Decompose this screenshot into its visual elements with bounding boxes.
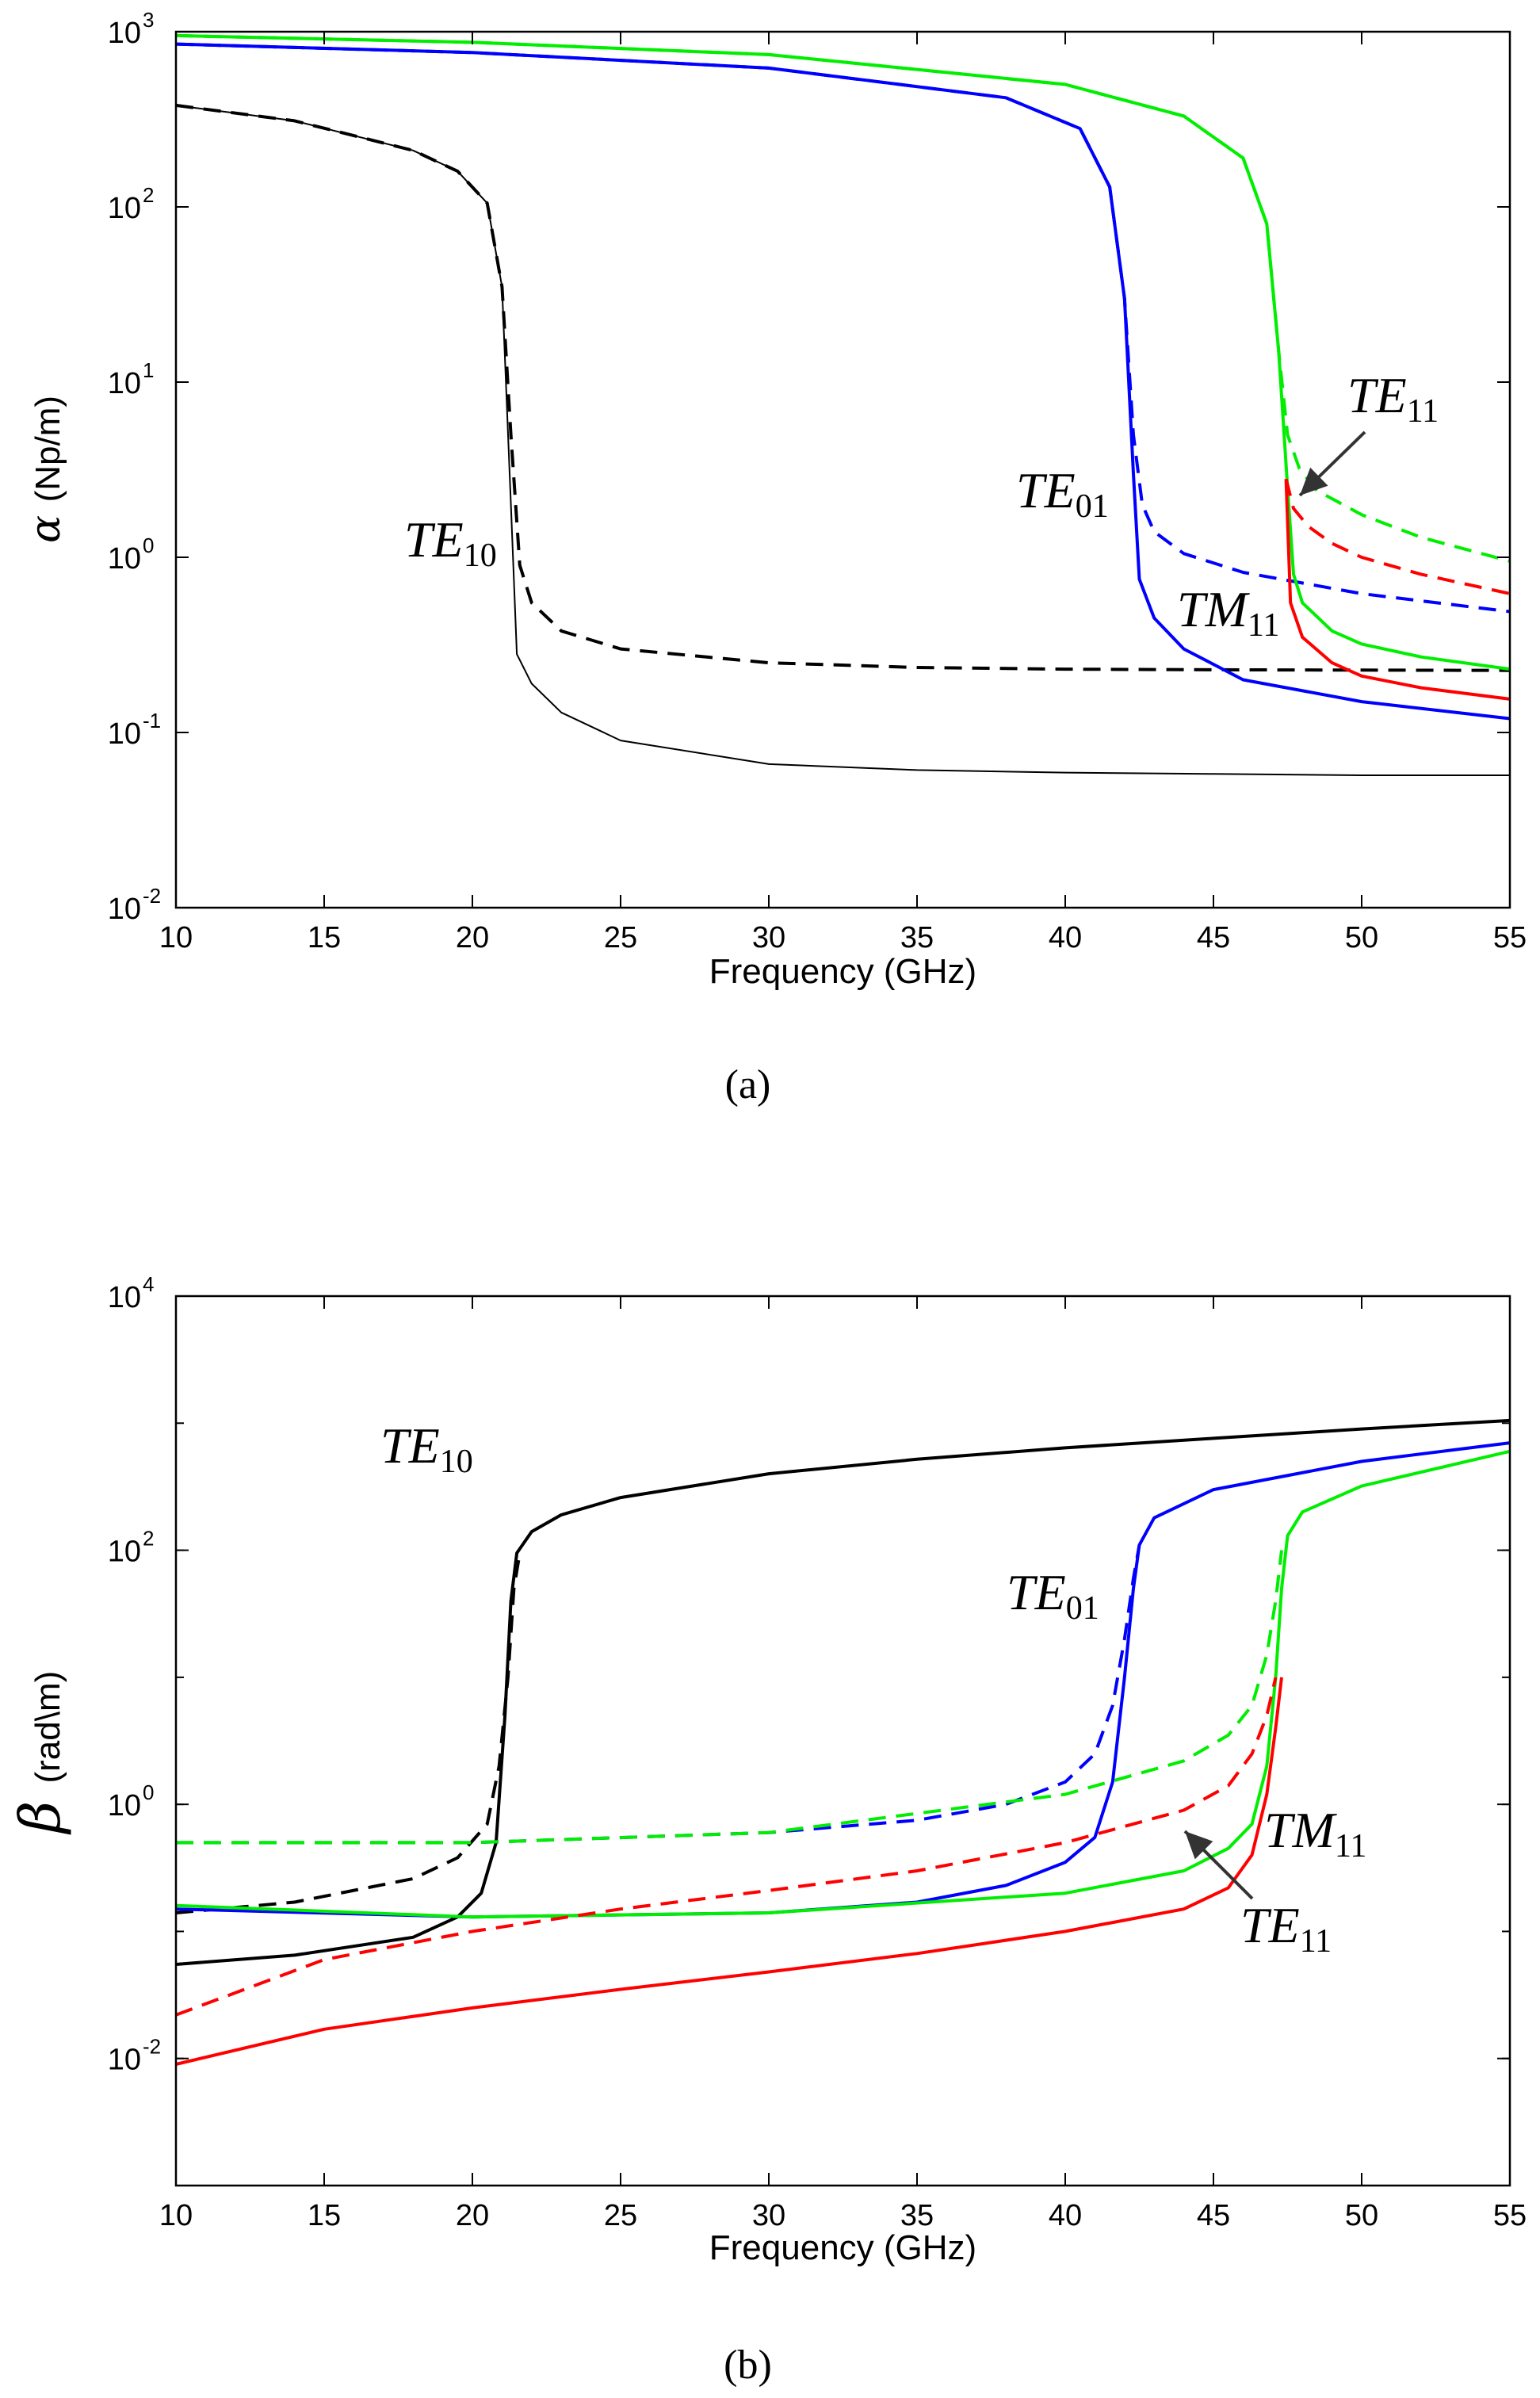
mode-annotation-te11: TE11 <box>1347 367 1439 430</box>
mode-annotation-te01: TE01 <box>1016 462 1109 525</box>
y-tick-label: 10 <box>108 367 141 400</box>
y-tick-label: 10 <box>108 1789 141 1822</box>
y-axis-label: α (Np/m) <box>22 396 70 543</box>
x-tick-label: 30 <box>752 2199 785 2232</box>
mode-annotation-main: TM <box>1264 1802 1338 1858</box>
x-tick-label: 35 <box>900 2199 934 2232</box>
x-tick-label: 45 <box>1197 921 1230 954</box>
series-line-b-5 <box>176 1550 1283 1845</box>
x-tick-label: 55 <box>1493 2199 1527 2232</box>
series-line-b-0 <box>175 1418 1511 1966</box>
mode-annotation-tm11: TM11 <box>1177 581 1279 644</box>
y-axis-symbol: α <box>22 502 70 543</box>
x-tick-label: 20 <box>456 2199 489 2232</box>
series-line-b-6 <box>175 1677 1283 2066</box>
series-line-b-4 <box>175 1449 1511 1919</box>
panel-caption: (a) <box>725 1062 771 1107</box>
x-tick-label: 35 <box>900 921 934 954</box>
x-tick-label: 15 <box>308 921 341 954</box>
y-tick-label: 10 <box>108 542 141 576</box>
annotation-arrow <box>1298 430 1366 497</box>
y-tick-exponent: -2 <box>143 884 161 908</box>
series-line-a-7 <box>1284 478 1511 595</box>
y-tick-exponent: -2 <box>143 2035 161 2059</box>
series-line-b-1 <box>175 1552 522 1914</box>
y-tick-label: 10 <box>108 192 141 225</box>
mode-annotation-te10: TE10 <box>404 511 497 574</box>
x-tick-label: 45 <box>1197 2199 1230 2232</box>
panel-caption: (b) <box>724 2343 772 2388</box>
series-line-a-6 <box>1284 479 1511 701</box>
series-group-b <box>175 1418 1511 2066</box>
mode-annotation-te01: TE01 <box>1007 1564 1099 1627</box>
mode-annotation-main: TE <box>1347 367 1407 423</box>
x-tick-label: 15 <box>308 2199 341 2232</box>
y-tick-label: 10 <box>108 893 141 926</box>
series-line-b-3 <box>176 1544 1141 1845</box>
y-axis-label: β (rad\m) <box>8 1671 73 1836</box>
x-tick-label: 20 <box>456 921 489 954</box>
y-axis-unit: (rad\m) <box>29 1671 67 1784</box>
y-tick-exponent: 0 <box>143 534 154 557</box>
mode-annotation-subscript: 01 <box>1066 1590 1099 1627</box>
x-tick-label: 30 <box>752 921 785 954</box>
x-tick-label: 50 <box>1345 921 1378 954</box>
y-tick-exponent: 3 <box>143 8 154 32</box>
y-tick-exponent: 0 <box>143 1780 154 1804</box>
plot-frame-b <box>174 1295 1511 2187</box>
annotation-arrow <box>1183 1830 1254 1900</box>
series-line-a-0 <box>175 104 1510 776</box>
x-tick-label: 40 <box>1049 2199 1082 2232</box>
y-tick-label: 10 <box>108 2044 141 2077</box>
mode-annotation-subscript: 01 <box>1076 488 1109 525</box>
mode-annotation-subscript: 11 <box>1407 393 1439 430</box>
mode-annotation-tm11: TM11 <box>1264 1802 1366 1864</box>
mode-annotation-main: TM <box>1177 581 1251 637</box>
y-tick-label: 10 <box>108 1536 141 1569</box>
mode-annotation-main: TE <box>380 1417 440 1474</box>
mode-annotation-main: TE <box>1016 462 1076 518</box>
mode-annotation-subscript: 11 <box>1248 607 1279 644</box>
x-tick-label: 10 <box>159 921 193 954</box>
mode-annotation-main: TE <box>404 511 464 568</box>
x-tick-label: 50 <box>1345 2199 1378 2232</box>
series-line-a-1 <box>175 103 1511 672</box>
x-tick-label: 40 <box>1049 921 1082 954</box>
y-tick-exponent: 2 <box>143 183 154 207</box>
y-tick-label: 10 <box>108 17 141 50</box>
y-tick-exponent: 2 <box>143 1527 154 1551</box>
mode-annotation-te11: TE11 <box>1240 1897 1332 1960</box>
mode-annotation-subscript: 10 <box>440 1444 473 1480</box>
mode-annotation-te10: TE10 <box>380 1417 473 1480</box>
y-tick-exponent: 1 <box>143 358 154 382</box>
plot-frame-a <box>174 30 1511 909</box>
mode-annotation-subscript: 11 <box>1300 1923 1332 1960</box>
y-tick-label: 10 <box>108 717 141 751</box>
x-tick-label: 10 <box>159 2199 193 2232</box>
y-axis-symbol: β <box>8 1784 73 1836</box>
mode-annotation-subscript: 11 <box>1335 1828 1366 1864</box>
y-tick-exponent: -1 <box>143 709 161 732</box>
mode-annotation-main: TE <box>1240 1897 1300 1953</box>
mode-annotation-main: TE <box>1007 1564 1066 1620</box>
x-tick-label: 25 <box>604 2199 637 2232</box>
x-tick-label: 25 <box>604 921 637 954</box>
series-line-b-7 <box>175 1677 1278 2017</box>
series-group-a <box>175 33 1511 776</box>
series-line-a-5 <box>175 33 1511 563</box>
y-axis-unit: (Np/m) <box>29 396 67 502</box>
y-tick-exponent: 4 <box>143 1272 154 1296</box>
x-axis-label: Frequency (GHz) <box>709 952 976 991</box>
x-tick-label: 55 <box>1493 921 1527 954</box>
x-axis-label: Frequency (GHz) <box>709 2228 976 2267</box>
y-tick-label: 10 <box>108 1281 141 1314</box>
mode-annotation-subscript: 10 <box>464 537 497 574</box>
series-line-a-3 <box>175 42 1511 614</box>
